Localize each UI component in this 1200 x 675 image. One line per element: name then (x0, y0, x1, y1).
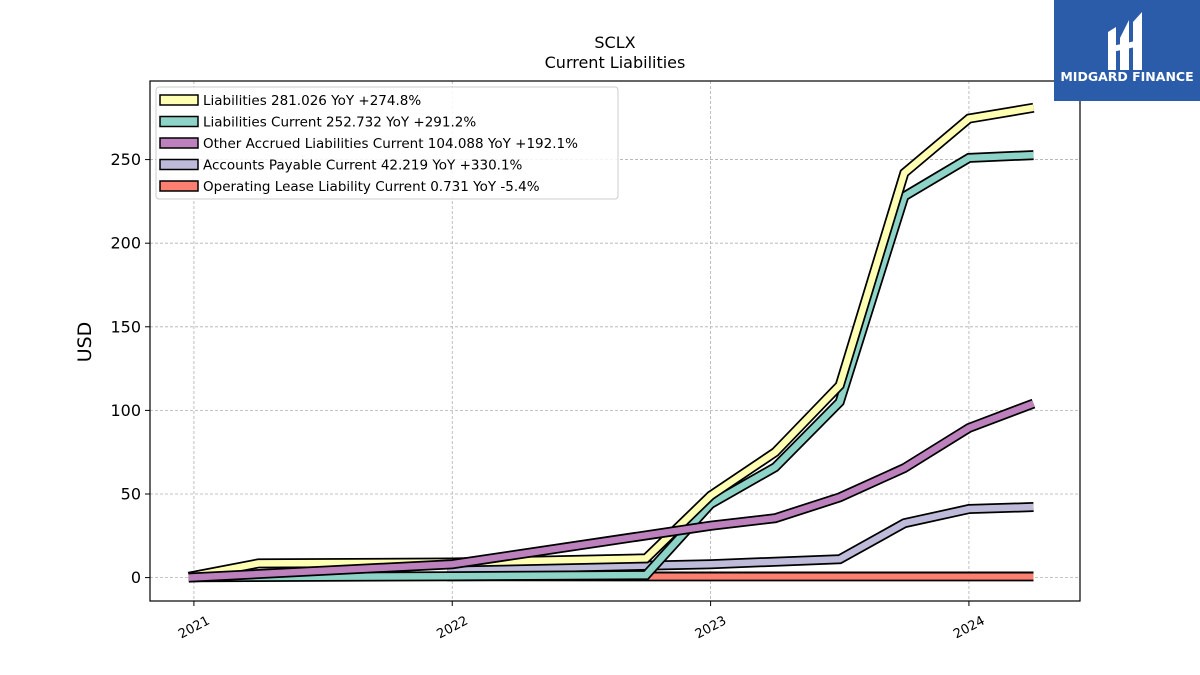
legend-box (155, 86, 619, 200)
legend-label: Operating Lease Liability Current 0.731 … (203, 179, 540, 195)
legend-item: Liabilities 281.026 YoY +274.8% (159, 93, 421, 109)
logo-text: MIDGARD FINANCE (1060, 69, 1193, 84)
legend-item: Other Accrued Liabilities Current 104.08… (159, 136, 578, 152)
y-tick-label: 250 (110, 150, 141, 169)
x-tick-label: 2022 (434, 614, 470, 643)
legend-swatch (159, 137, 199, 149)
series-line (188, 400, 1035, 581)
series-layer (187, 102, 1036, 583)
y-tick-label: 150 (110, 317, 141, 336)
y-tick-label: 0 (131, 568, 141, 587)
chart-title: SCLX (594, 33, 635, 52)
series-line (188, 151, 1034, 581)
legend-label: Liabilities Current 252.732 YoY +291.2% (203, 115, 476, 131)
logo-mark-icon (1108, 12, 1142, 70)
x-tick-label: 2024 (951, 614, 987, 643)
series-liabilities-current (188, 150, 1034, 583)
series-other-accrued-liabilities-current (188, 398, 1036, 583)
legend-label: Liabilities 281.026 YoY +274.8% (203, 93, 421, 109)
legend-swatch (159, 158, 199, 171)
plot-frame (149, 80, 1081, 602)
legend-item: Operating Lease Liability Current 0.731 … (159, 179, 540, 195)
y-tick-label: 100 (110, 401, 141, 420)
series-line (447, 503, 1034, 574)
series-line-outline (188, 150, 1034, 583)
legend: Liabilities 281.026 YoY +274.8% Liabiliti… (155, 86, 619, 200)
y-tick-label: 200 (110, 234, 141, 253)
y-tick-label: 50 (121, 484, 141, 503)
legend-swatch (159, 115, 199, 128)
midgard-finance-logo: MIDGARD FINANCE (1054, 0, 1200, 101)
x-tick-label: 2023 (693, 614, 729, 643)
legend-swatch (159, 180, 199, 192)
series-line-outline (188, 398, 1036, 583)
legend-swatch (159, 94, 199, 106)
legend-item: Accounts Payable Current 42.219 YoY +330… (159, 158, 523, 174)
y-axis-label: USD (74, 322, 96, 363)
legend-item: Liabilities Current 252.732 YoY +291.2% (159, 115, 476, 131)
legend-label: Other Accrued Liabilities Current 104.08… (203, 136, 578, 152)
x-tick-label: 2021 (176, 614, 212, 643)
legend-label: Accounts Payable Current 42.219 YoY +330… (203, 158, 523, 174)
series-accounts-payable-current (446, 502, 1034, 576)
series-liabilities (187, 102, 1035, 582)
series-line (188, 104, 1035, 580)
chart-subtitle: Current Liabilities (545, 53, 686, 72)
